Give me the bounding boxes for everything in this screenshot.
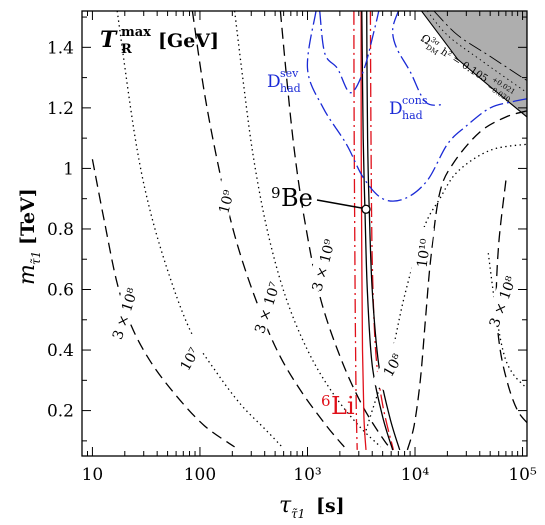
dhad-sev-label-sup: sev — [280, 67, 299, 80]
series-dm-band-inner-18 — [433, 11, 527, 81]
plot-area — [82, 11, 527, 456]
omega-dm-band — [420, 11, 527, 118]
dhad-sev-label-sub: had — [280, 82, 301, 95]
series-trmax-8 — [495, 180, 527, 424]
series-9be-13 — [366, 11, 401, 451]
contour-label: 10⁹ — [216, 188, 238, 215]
be9-label-sup: 9 — [271, 184, 281, 202]
y-tick-label: 0.2 — [47, 402, 74, 422]
omega-band-label-sup: 3σ — [429, 36, 441, 48]
y-tick-label: 0.6 — [47, 281, 74, 301]
plot-frame — [81, 10, 528, 457]
contour-label-bg — [409, 226, 435, 280]
series-trmax-6 — [406, 110, 527, 451]
series-trmax-2 — [191, 11, 345, 448]
series-trmax-0 — [91, 159, 235, 448]
series-6li-11 — [360, 11, 367, 450]
x-tick-label: 10 — [82, 465, 104, 485]
contour-label-group: 10⁹ — [209, 173, 240, 229]
series-dhad-cons-upper-16 — [391, 11, 443, 106]
be9-pointer-line — [316, 199, 364, 210]
y-axis-label-sub: τ̃1 — [29, 251, 43, 265]
dhad-sev-label: D — [267, 72, 281, 92]
omega-band-layer — [420, 11, 527, 118]
series-6li-10 — [369, 11, 395, 451]
marker-layer — [316, 199, 371, 214]
y-tick-label: 0.8 — [47, 220, 74, 240]
series-trmax-7 — [487, 253, 526, 387]
y-axis-label: m τ̃1 [TeV] — [15, 188, 43, 285]
x-tick-label: 10⁴ — [401, 465, 430, 485]
contour-label-bg — [484, 273, 518, 329]
y-tick-label: 1 — [63, 159, 74, 179]
x-tick-label: 10³ — [293, 465, 321, 485]
series-dhad-sev-14 — [319, 11, 380, 94]
x-tick-label: 10⁵ — [508, 465, 537, 485]
contour-label-bg — [107, 285, 140, 341]
y-axis-label-symbol: m — [15, 264, 40, 285]
x-axis-label-sub: τ̃1 — [291, 507, 305, 521]
x-tick-label: 100 — [184, 465, 216, 485]
contour-label-bg — [249, 279, 282, 335]
plot-label-unit: [GeV] — [158, 30, 219, 52]
li6-label: Li — [331, 392, 355, 420]
dhad-cons-label-sup: cons — [402, 94, 428, 107]
x-axis-label-symbol: τ — [279, 493, 292, 518]
contour-label-group: 10¹⁰ — [409, 226, 435, 280]
plot-label-sup: max — [121, 25, 151, 40]
plot-label-symbol: T — [100, 27, 118, 53]
be9-marker — [361, 204, 371, 214]
contour-label-bg — [371, 337, 412, 392]
dhad-cons-label: D — [389, 99, 403, 119]
dhad-cons-label-sub: had — [402, 109, 423, 122]
series-9be-12 — [361, 11, 394, 451]
y-tick-label: 1.2 — [47, 99, 74, 119]
tick-layer: 10 100 10³ 10⁴ 10⁵ 0.2 0.4 0.6 0.8 1 1.2 1.4 — [47, 11, 537, 485]
contour-label-bg — [306, 237, 337, 293]
li6-label-sup: 6 — [321, 392, 331, 410]
contour-label-bg — [167, 331, 209, 386]
contour-label: 10¹⁰ — [415, 237, 435, 268]
y-tick-label: 0.4 — [47, 341, 74, 361]
y-tick-label: 1.4 — [47, 38, 74, 58]
y-axis-label-unit: [TeV] — [17, 188, 39, 245]
series-dhad-cons-15 — [306, 11, 527, 202]
plot-label-sub: R — [121, 42, 132, 57]
x-axis-label-unit: [s] — [316, 495, 345, 517]
contour-label-bg — [209, 173, 240, 229]
be9-label: Be — [281, 184, 313, 212]
